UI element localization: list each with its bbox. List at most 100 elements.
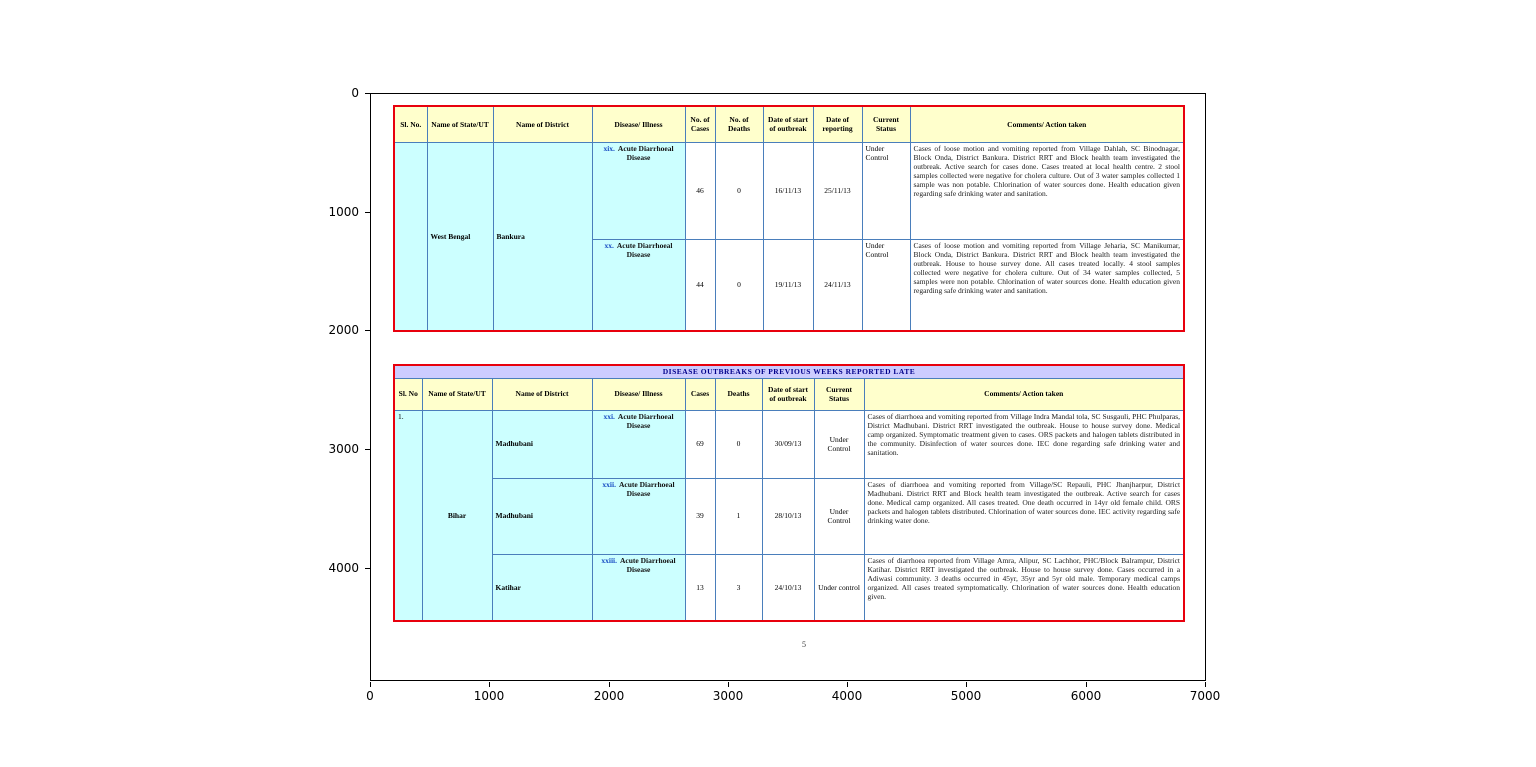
page-number: 5 [802,640,806,649]
sl-no-cell [393,141,428,332]
col-header: Date of reporting [812,105,863,143]
x-tick [609,682,610,687]
y-tick-label: 0 [351,86,359,100]
y-tick-label: 2000 [328,323,359,337]
x-tick [1205,682,1206,687]
x-tick [489,682,490,687]
x-tick [966,682,967,687]
disease-number: xxi. [603,411,615,421]
disease-name: Acute Diarrhoeal Disease [620,555,676,574]
col-header: Name of District [491,377,593,411]
deaths-cell: 3 [714,553,763,622]
table-header-row: Sl. No. Name of State/UT Name of Distric… [393,105,1185,143]
y-tick-label: 3000 [328,442,359,456]
disease-number: xix. [603,143,615,153]
table-title-row: DISEASE OUTBREAKS OF PREVIOUS WEEKS REPO… [393,364,1185,379]
comments-cell: Cases of diarrhoea and vomiting reported… [863,409,1185,479]
y-tick [365,449,370,450]
deaths-cell: 0 [714,409,763,479]
district-cell: Katihar [491,553,593,622]
date-start-cell: 24/10/13 [761,553,815,622]
x-tick-label: 3000 [712,689,744,703]
date-start-cell: 16/11/13 [762,141,814,240]
col-header: Sl. No. [393,105,428,143]
disease-cell: xxi. Acute Diarrhoeal Disease [591,409,686,479]
disease-name: Acute Diarrhoeal Disease [618,479,675,498]
sl-no-cell: 1. [393,409,423,622]
comments-cell: Cases of loose motion and vomiting repor… [909,141,1185,240]
col-header: Disease/ Illness [591,377,686,411]
x-tick-label: 0 [366,689,374,703]
state-cell: West Bengal [426,141,494,332]
late-table-title: DISEASE OUTBREAKS OF PREVIOUS WEEKS REPO… [393,364,1185,379]
col-header: Name of State/UT [421,377,493,411]
x-tick [370,682,371,687]
col-header: Current Status [813,377,865,411]
cases-cell: 46 [684,141,716,240]
table-row: West Bengal Bankura xix. Acute Diarrhoeal… [393,141,1185,332]
date-start-cell: 28/10/13 [761,477,815,555]
disease-number: xxiii. [601,555,618,565]
col-header: Disease/ Illness [591,105,686,143]
table-row: 1. Bihar Madhubani xxi. Acute Diarrhoeal … [393,409,1185,622]
col-header: Date of start of outbreak [762,105,814,143]
disease-name: Acute Diarrhoeal Disease [617,143,674,162]
cases-cell: 44 [684,238,716,332]
plot-area: Sl. No. Name of State/UT Name of Distric… [370,93,1206,681]
x-tick [847,682,848,687]
col-header: Comments/ Action taken [863,377,1185,411]
disease-cell: xix. Acute Diarrhoeal Disease [591,141,686,240]
table-row: xx. Acute Diarrhoeal Disease 44 0 19/11/1… [394,238,1185,332]
deaths-cell: 1 [714,477,763,555]
x-tick-label: 7000 [1189,689,1221,703]
y-tick-label: 1000 [328,205,359,219]
y-tick [365,93,370,94]
col-header: Current Status [861,105,911,143]
table-row: Madhubani xxii. Acute Diarrhoeal Disease … [394,477,1185,555]
disease-cell: xxiii. Acute Diarrhoeal Disease [591,553,686,622]
x-tick-label: 2000 [593,689,625,703]
x-tick-label: 4000 [831,689,863,703]
outbreak-table-late: DISEASE OUTBREAKS OF PREVIOUS WEEKS REPO… [393,364,1186,622]
y-tick [365,330,370,331]
x-tick-label: 5000 [950,689,982,703]
disease-number: xx. [604,240,614,250]
col-header: No. of Deaths [714,105,764,143]
cases-cell: 13 [684,553,716,622]
disease-cell: xxii. Acute Diarrhoeal Disease [591,477,686,555]
outbreak-table-current: Sl. No. Name of State/UT Name of Distric… [393,105,1185,332]
x-tick [728,682,729,687]
table-header-row: Sl. No Name of State/UT Name of District… [393,377,1185,411]
y-tick [365,568,370,569]
col-header: Comments/ Action taken [909,105,1185,143]
comments-cell: Cases of diarrhoea reported from Village… [863,553,1185,622]
disease-cell: xx. Acute Diarrhoeal Disease [591,238,686,332]
date-reporting-cell: 25/11/13 [812,141,863,240]
x-tick-label: 6000 [1070,689,1102,703]
district-cell: Bankura [492,141,593,332]
deaths-cell: 0 [714,141,764,240]
disease-name: Acute Diarrhoeal Disease [616,240,673,259]
date-start-cell: 19/11/13 [762,238,814,332]
col-header: Name of State/UT [426,105,494,143]
col-header: Sl. No [393,377,423,411]
col-header: Deaths [714,377,763,411]
status-cell: Under Control [861,238,911,332]
state-cell: Bihar [421,409,493,622]
status-cell: Under Control [861,141,911,240]
cases-cell: 69 [684,409,716,479]
y-tick-label: 4000 [328,561,359,575]
col-header: No. of Cases [684,105,716,143]
deaths-cell: 0 [714,238,764,332]
col-header: Name of District [492,105,593,143]
x-tick-label: 1000 [473,689,505,703]
cases-cell: 39 [684,477,716,555]
table-row: Katihar xxiii. Acute Diarrhoeal Disease 1… [394,553,1185,622]
status-cell: Under Control [813,409,865,479]
y-tick [365,212,370,213]
district-cell: Madhubani [491,477,593,555]
comments-cell: Cases of loose motion and vomiting repor… [909,238,1185,332]
disease-name: Acute Diarrhoeal Disease [617,411,674,430]
col-header: Date of start of outbreak [761,377,815,411]
